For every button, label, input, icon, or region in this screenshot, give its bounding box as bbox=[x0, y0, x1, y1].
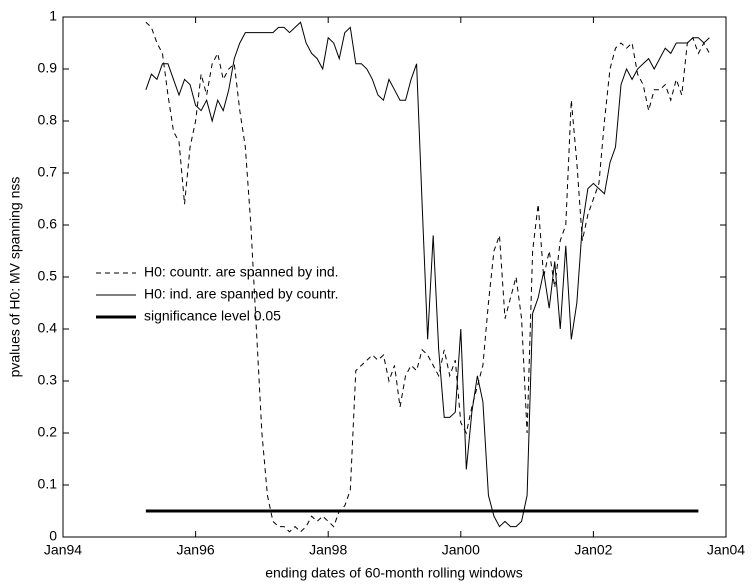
x-tick-label: Jan96 bbox=[177, 542, 215, 558]
series-line bbox=[145, 21, 710, 528]
legend-label: significance level 0.05 bbox=[144, 308, 281, 324]
y-tick-label: 0.5 bbox=[38, 268, 58, 284]
x-axis-label: ending dates of 60-month rolling windows bbox=[265, 565, 523, 581]
y-tick-label: 0.3 bbox=[38, 372, 58, 388]
y-tick-label: 0.4 bbox=[38, 320, 58, 336]
x-tick-label: Jan04 bbox=[707, 542, 745, 558]
series-line bbox=[145, 21, 710, 533]
x-tick-label: Jan98 bbox=[309, 542, 347, 558]
y-tick-label: 0.8 bbox=[38, 112, 58, 128]
y-tick-label: 0 bbox=[49, 528, 57, 544]
y-tick-label: 0.9 bbox=[38, 60, 58, 76]
legend-label: H0: ind. are spanned by countr. bbox=[144, 286, 339, 302]
x-tick-label: Jan02 bbox=[574, 542, 612, 558]
x-tick-label: Jan00 bbox=[442, 542, 480, 558]
y-tick-label: 0.6 bbox=[38, 216, 58, 232]
y-axis-label: pvalues of H0: MV spanning nss bbox=[7, 177, 23, 378]
x-tick-label: Jan94 bbox=[44, 542, 82, 558]
y-tick-label: 0.7 bbox=[38, 164, 58, 180]
y-tick-label: 0.2 bbox=[38, 424, 58, 440]
legend-label: H0: countr. are spanned by ind. bbox=[144, 264, 339, 280]
y-tick-label: 1 bbox=[49, 8, 57, 24]
y-tick-label: 0.1 bbox=[38, 476, 58, 492]
